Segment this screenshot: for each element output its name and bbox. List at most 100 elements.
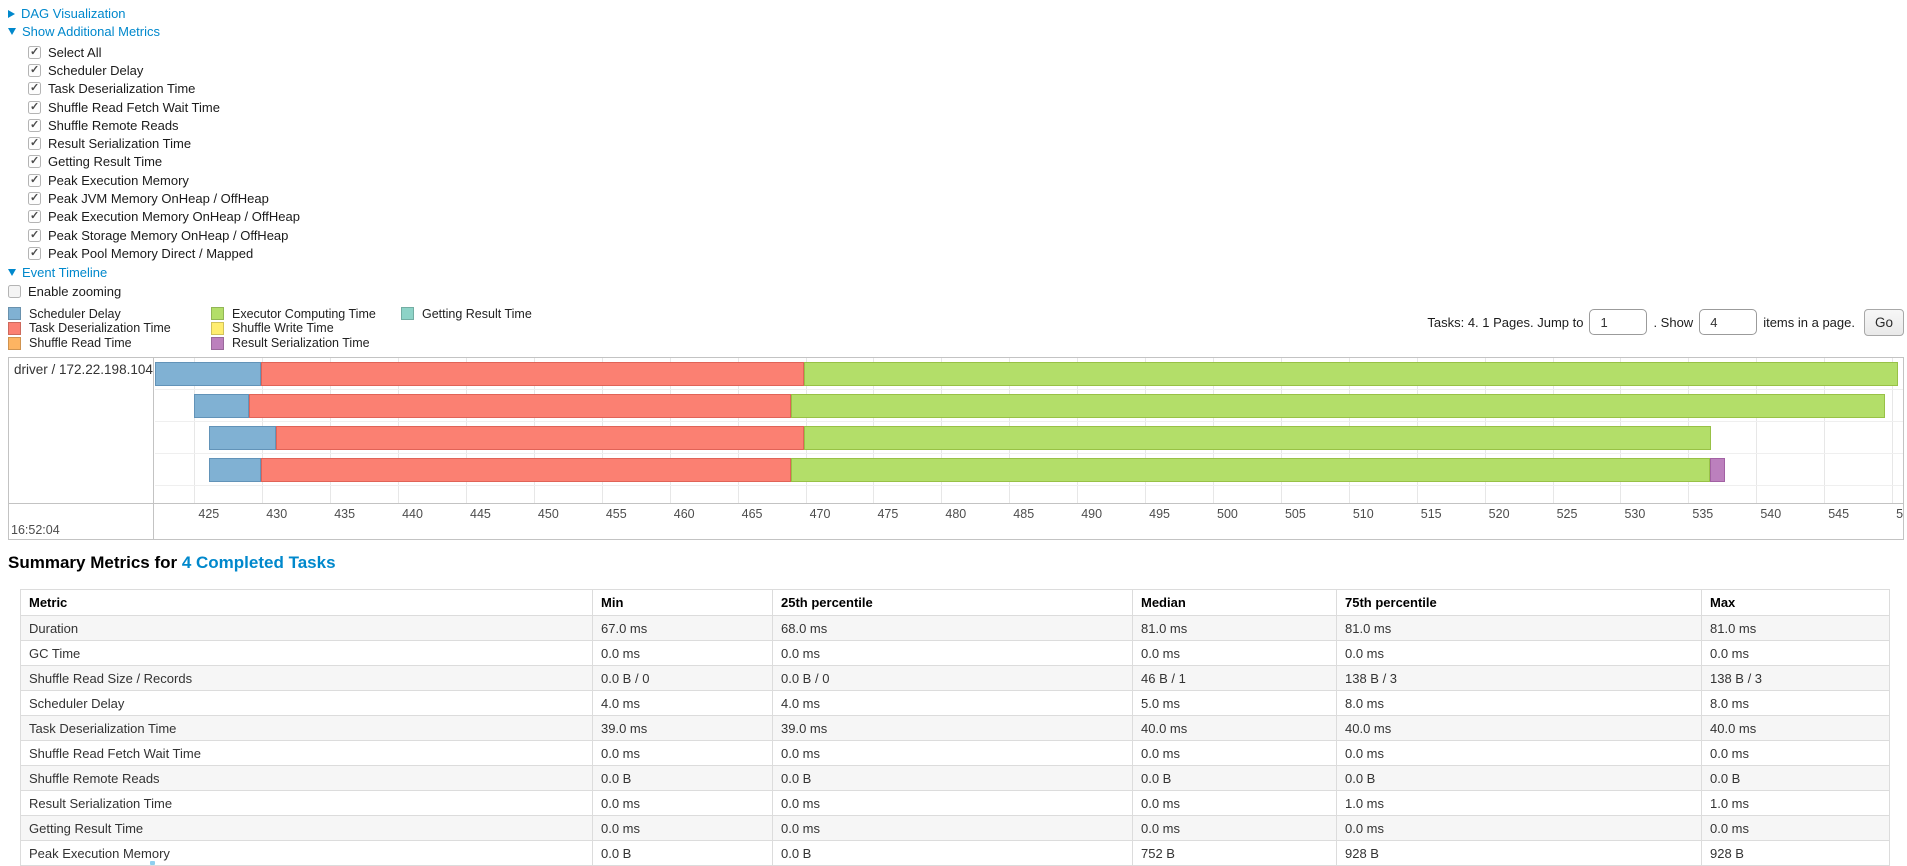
- metric-checkbox-label: Task Deserialization Time: [48, 81, 196, 97]
- task-3-task-deserialization-bar[interactable]: [275, 426, 805, 451]
- table-cell: 81.0 ms: [1336, 615, 1702, 642]
- event-timeline-toggle[interactable]: Event Timeline: [8, 265, 1907, 280]
- axis-tick-label: 510: [1352, 507, 1374, 522]
- task-4-result-serialization-bar[interactable]: [1710, 458, 1726, 483]
- task-3-executor-computing-bar[interactable]: [804, 426, 1712, 451]
- table-row: Shuffle Remote Reads 0.0 B 0.0 B 0.0 B 0.0 B…: [20, 765, 1890, 792]
- pagination-mid-text: . Show: [1653, 314, 1694, 330]
- table-cell: Peak Execution Memory: [20, 840, 593, 866]
- task-4-scheduler-delay-bar[interactable]: [209, 458, 261, 483]
- timeline-plot-area: [155, 358, 1903, 504]
- metric-checkbox-row: Peak JVM Memory OnHeap / OffHeap: [28, 189, 1907, 207]
- axis-tick-label: 505: [1284, 507, 1306, 522]
- row-separator: [155, 485, 1903, 487]
- table-cell: 0.0 ms: [1701, 815, 1890, 842]
- table-cell: 0.0 B: [592, 840, 773, 866]
- metric-checkbox-row: Peak Pool Memory Direct / Mapped: [28, 244, 1907, 262]
- axis-tick-label: 430: [266, 507, 288, 522]
- axis-tick-label: 535: [1692, 507, 1714, 522]
- metric-checkbox-task-deserialization-time[interactable]: [28, 81, 41, 96]
- pagination-suffix-text: items in a page.: [1763, 314, 1855, 330]
- task-1-scheduler-delay-bar[interactable]: [155, 362, 261, 387]
- task-1-executor-computing-bar[interactable]: [804, 362, 1898, 387]
- table-cell: 0.0 ms: [772, 790, 1133, 817]
- metric-checkbox-shuffle-remote-reads[interactable]: [28, 118, 41, 132]
- task-2-executor-computing-bar[interactable]: [790, 394, 1886, 419]
- task-2-task-deserialization-bar[interactable]: [248, 394, 791, 419]
- table-cell: 81.0 ms: [1701, 615, 1890, 642]
- table-cell: 0.0 ms: [1336, 815, 1702, 842]
- row-separator: [155, 453, 1903, 455]
- legend-item: Shuffle Read Time: [8, 336, 183, 351]
- table-cell: 1.0 ms: [1336, 790, 1702, 817]
- executor-group-label: driver / 172.22.198.104: [14, 362, 153, 378]
- task-1-task-deserialization-bar[interactable]: [260, 362, 805, 387]
- table-cell: 0.0 ms: [1132, 815, 1337, 842]
- metric-checkbox-peak-jvm-memory-onheap-offheap[interactable]: [28, 191, 41, 206]
- axis-tick-label: 480: [945, 507, 967, 522]
- metric-checkbox-peak-execution-memory-onheap-offheap[interactable]: [28, 209, 41, 224]
- table-cell: 0.0 B / 0: [592, 665, 773, 692]
- metric-checkbox-peak-pool-memory-direct-mapped[interactable]: [28, 246, 41, 260]
- table-row: Shuffle Read Fetch Wait Time 0.0 ms 0.0 ms…: [20, 740, 1890, 767]
- metric-checkbox-peak-storage-memory-onheap-offheap[interactable]: [28, 228, 41, 242]
- axis-tick-label: 540: [1760, 507, 1782, 522]
- table-cell: 928 B: [1336, 840, 1702, 866]
- table-cell: 0.0 ms: [772, 740, 1133, 767]
- enable-zooming-checkbox[interactable]: [8, 285, 21, 299]
- table-cell: 5.0 ms: [1132, 690, 1337, 717]
- jump-to-page-input[interactable]: [1589, 309, 1648, 336]
- table-cell: 67.0 ms: [592, 615, 773, 642]
- task-3-scheduler-delay-bar[interactable]: [209, 426, 276, 451]
- items-per-page-input[interactable]: [1699, 309, 1758, 336]
- table-cell: 0.0 ms: [772, 815, 1133, 842]
- axis-start-time-label: 16:52:04: [11, 523, 60, 538]
- metric-checkbox-peak-execution-memory[interactable]: [28, 173, 41, 187]
- pagination-prefix-text: Tasks: 4. 1 Pages. Jump to: [1427, 314, 1584, 330]
- completed-tasks-link[interactable]: 4 Completed Tasks: [181, 553, 336, 573]
- metric-checkbox-select-all[interactable]: [28, 45, 41, 59]
- table-cell: 0.0 ms: [1336, 640, 1702, 667]
- chevron-down-icon: [8, 268, 16, 276]
- gridline: [1756, 358, 1758, 504]
- metric-checkbox-scheduler-delay[interactable]: [28, 63, 41, 77]
- metric-checkbox-getting-result-time[interactable]: [28, 154, 41, 169]
- legend-item: Scheduler Delay: [8, 307, 183, 322]
- column-header-max: Max: [1701, 589, 1890, 617]
- gridline: [194, 358, 196, 504]
- table-cell: 4.0 ms: [772, 690, 1133, 717]
- dag-visualization-toggle[interactable]: DAG Visualization: [8, 6, 1907, 21]
- metric-checkbox-label: Scheduler Delay: [48, 62, 144, 78]
- shuffle-write-swatch-icon: [211, 321, 224, 335]
- task-4-task-deserialization-bar[interactable]: [260, 458, 791, 483]
- legend-label: Shuffle Write Time: [232, 321, 334, 336]
- table-cell: 138 B / 3: [1701, 665, 1890, 692]
- metric-checkbox-row: Peak Execution Memory OnHeap / OffHeap: [28, 208, 1907, 226]
- metric-checkbox-label: Peak Pool Memory Direct / Mapped: [48, 245, 254, 261]
- metric-checkbox-shuffle-read-fetch-wait-time[interactable]: [28, 100, 41, 114]
- metric-checkbox-label: Peak Execution Memory: [48, 172, 189, 188]
- legend-column: Executor Computing Time Shuffle Write Tim…: [211, 307, 376, 351]
- metric-checkbox-result-serialization-time[interactable]: [28, 136, 41, 151]
- enable-zooming-label: Enable zooming: [28, 284, 122, 300]
- metric-checkbox-label: Select All: [48, 44, 102, 60]
- task-4-executor-computing-bar[interactable]: [790, 458, 1711, 483]
- enable-zooming-row: Enable zooming: [8, 284, 1907, 300]
- go-button[interactable]: Go: [1863, 308, 1904, 336]
- chevron-down-icon: [8, 28, 16, 35]
- metric-checkbox-row: Getting Result Time: [28, 153, 1907, 171]
- timeline-x-axis: 425 430 435 440 445 450 455 460 465 470 475 480 485 4…: [9, 503, 1903, 539]
- task-pagination: Tasks: 4. 1 Pages. Jump to . Show items …: [1427, 308, 1904, 336]
- table-cell: 8.0 ms: [1336, 690, 1702, 717]
- event-timeline-chart: driver / 172.22.198.104 425 430 435 440 445 4…: [8, 357, 1904, 541]
- table-cell: 0.0 ms: [592, 640, 773, 667]
- table-cell: 4.0 ms: [592, 690, 773, 717]
- shuffle-read-swatch-icon: [8, 336, 21, 350]
- table-cell: 0.0 ms: [1132, 790, 1337, 817]
- show-additional-metrics-toggle[interactable]: Show Additional Metrics: [8, 24, 1907, 39]
- table-cell: 0.0 ms: [592, 815, 773, 842]
- table-cell: 0.0 ms: [1132, 640, 1337, 667]
- table-cell: 752 B: [1132, 840, 1337, 866]
- task-2-scheduler-delay-bar[interactable]: [194, 394, 249, 419]
- metric-checkbox-row: Select All: [28, 43, 1907, 61]
